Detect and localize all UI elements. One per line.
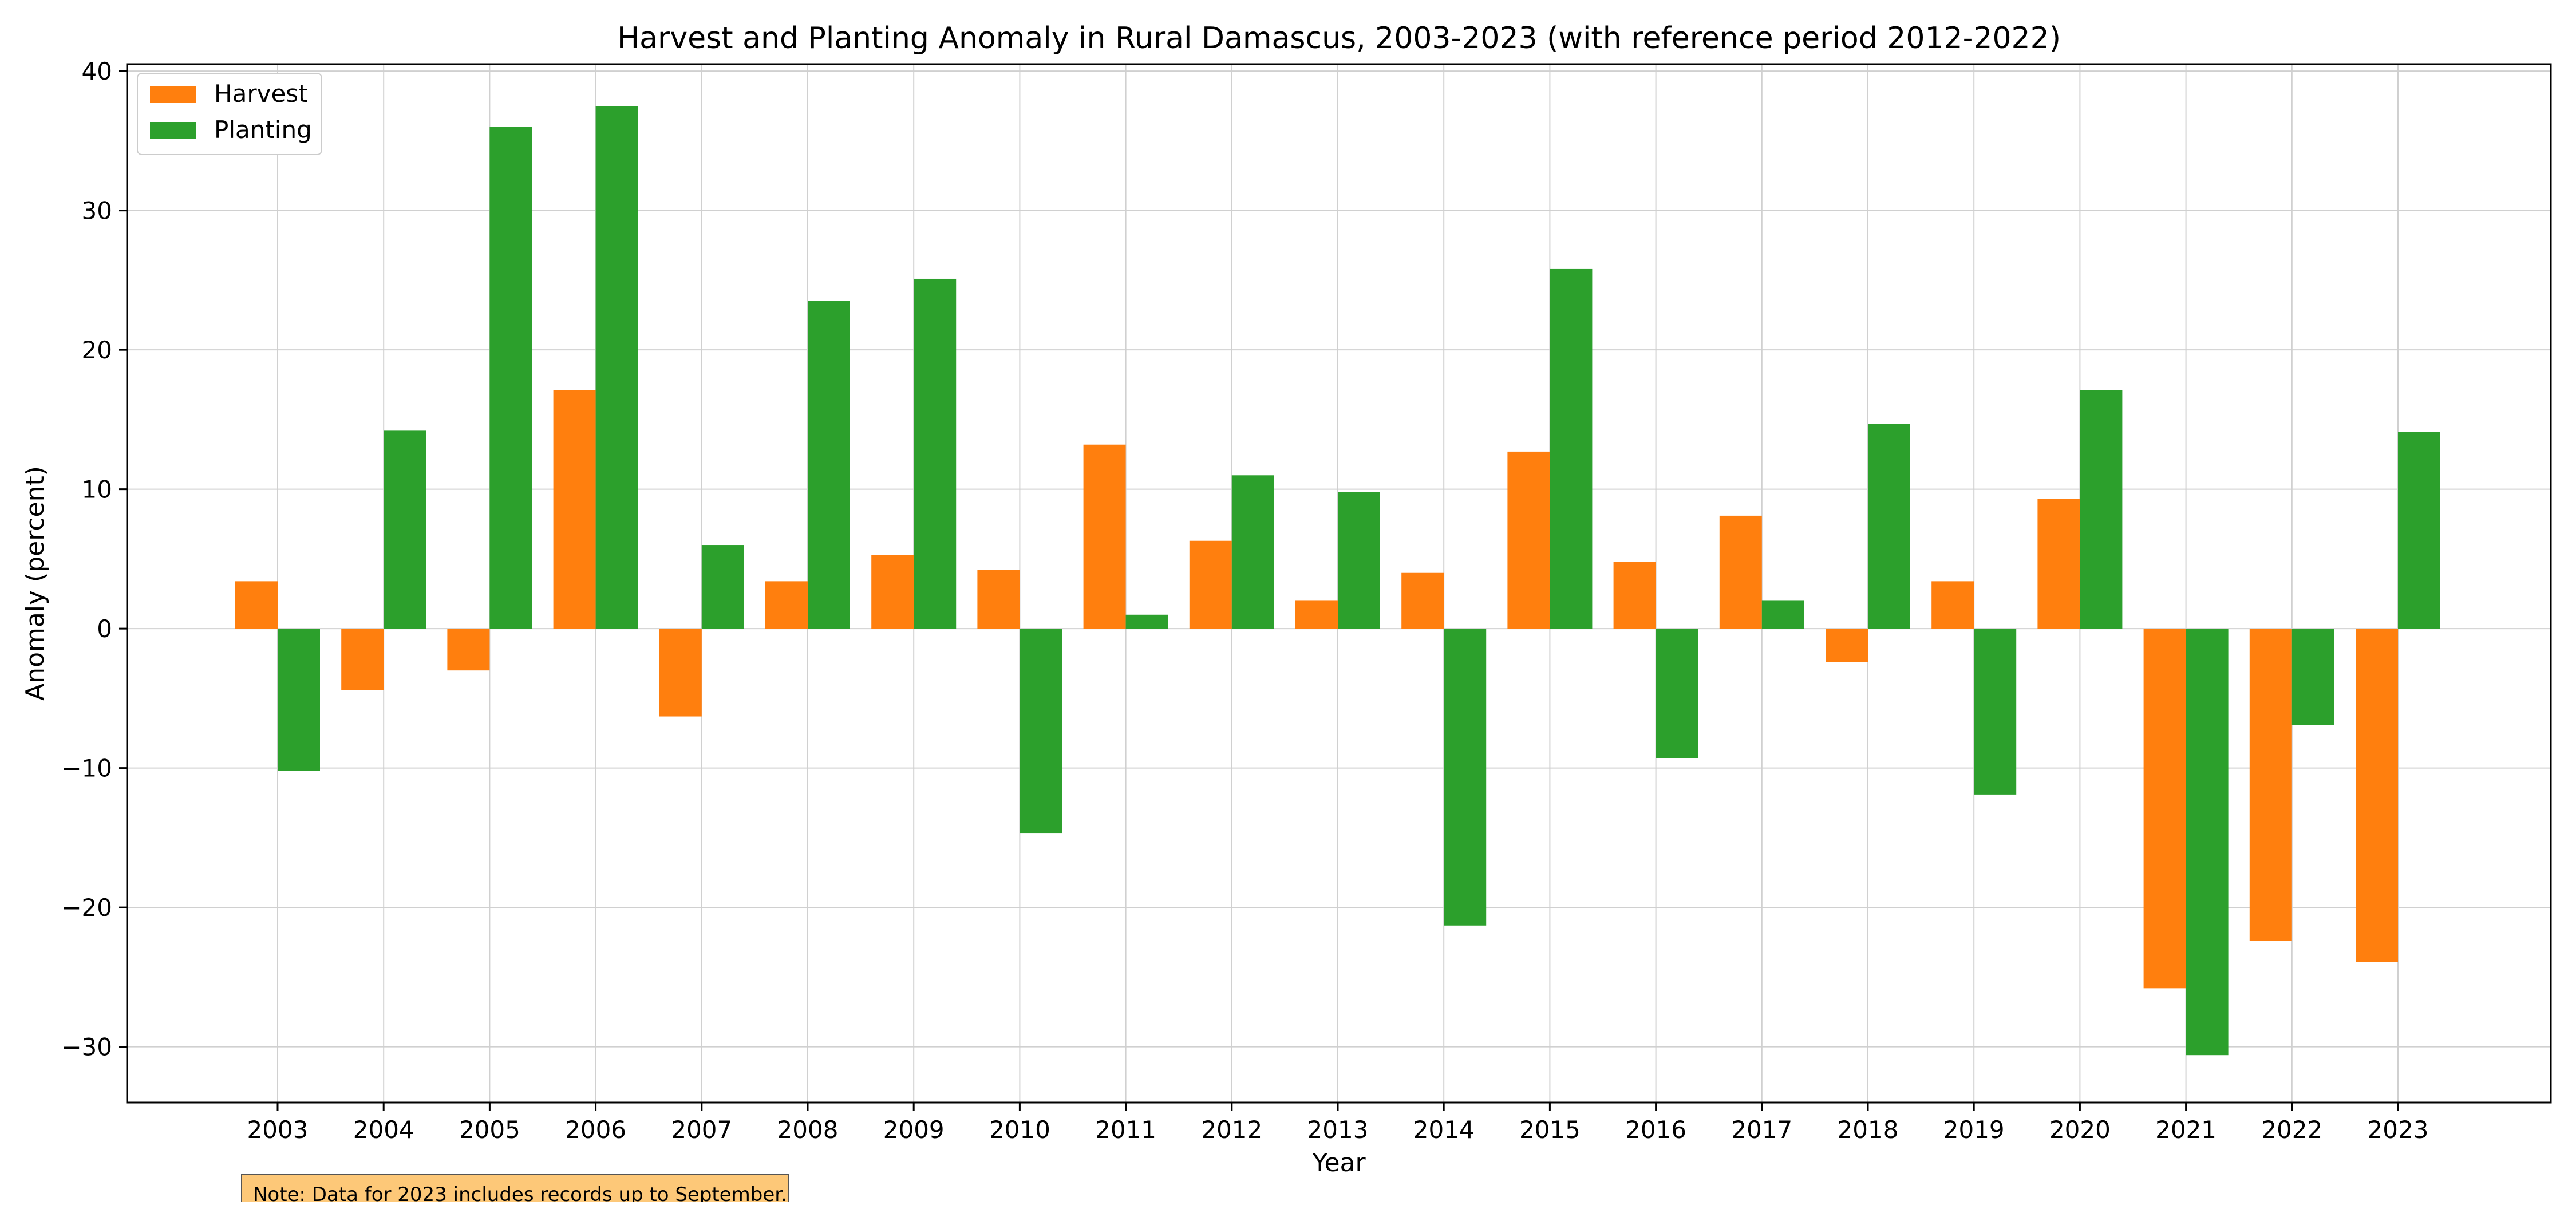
x-axis-label: Year	[1311, 1148, 1366, 1178]
bar-harvest-2015	[1507, 451, 1550, 629]
bar-harvest-2023	[2356, 629, 2398, 962]
x-tick-label: 2005	[459, 1116, 520, 1144]
x-tick-label: 2017	[1731, 1116, 1792, 1144]
bar-harvest-2007	[659, 629, 702, 717]
bar-harvest-2008	[765, 581, 808, 629]
bar-planting-2013	[1338, 492, 1380, 629]
y-tick-label: 40	[82, 57, 112, 85]
x-tick-label: 2022	[2261, 1116, 2322, 1144]
bar-planting-2005	[489, 127, 532, 629]
bar-harvest-2019	[1931, 581, 1974, 629]
bar-planting-2016	[1656, 629, 1698, 758]
bar-planting-2008	[808, 301, 850, 629]
bar-planting-2015	[1550, 268, 1593, 629]
x-tick-label: 2007	[671, 1116, 732, 1144]
bar-harvest-2021	[2143, 629, 2186, 989]
bar-harvest-2020	[2037, 499, 2080, 629]
y-tick-label: 30	[82, 197, 112, 225]
bar-harvest-2003	[235, 581, 278, 629]
bar-harvest-2004	[341, 629, 384, 690]
x-tick-label: 2015	[1519, 1116, 1581, 1144]
bar-planting-2018	[1868, 424, 1910, 629]
bar-planting-2009	[914, 278, 957, 629]
bar-planting-2020	[2080, 390, 2123, 629]
x-tick-label: 2013	[1307, 1116, 1369, 1144]
bar-harvest-2010	[977, 570, 1020, 629]
legend-swatch-planting	[150, 122, 196, 139]
x-tick-label: 2018	[1838, 1116, 1899, 1144]
y-tick-label: −30	[61, 1033, 112, 1061]
x-tick-label: 2003	[247, 1116, 309, 1144]
note-text: Note: Data for 2023 includes records up …	[253, 1183, 787, 1202]
bar-harvest-2017	[1719, 515, 1762, 629]
bars	[235, 106, 2440, 1056]
x-tick-label: 2008	[777, 1116, 839, 1144]
bar-planting-2011	[1125, 614, 1168, 629]
bar-harvest-2005	[447, 629, 490, 671]
bar-planting-2004	[384, 430, 426, 629]
bar-harvest-2014	[1401, 572, 1444, 629]
bar-planting-2023	[2398, 432, 2440, 629]
bar-planting-2022	[2291, 629, 2334, 725]
bar-planting-2003	[278, 629, 320, 771]
plot-frame	[126, 63, 2552, 1104]
chart-title: Harvest and Planting Anomaly in Rural Da…	[617, 21, 2061, 56]
bar-planting-2017	[1761, 600, 1804, 629]
bar-harvest-2012	[1189, 540, 1232, 629]
x-tick-label: 2020	[2049, 1116, 2111, 1144]
y-tick-label: −10	[61, 754, 112, 783]
axis-ticks: −30 −20 −10 0 10 20 30 40 2003 2004 2005 2006 2007 20…	[61, 57, 2428, 1144]
x-tick-label: 2011	[1095, 1116, 1156, 1144]
y-axis-label: Anomaly (percent)	[21, 466, 50, 701]
bar-harvest-2011	[1083, 444, 1126, 629]
bar-planting-2007	[701, 545, 744, 629]
y-tick-label: 0	[97, 615, 112, 643]
x-tick-label: 2014	[1413, 1116, 1475, 1144]
x-tick-label: 2021	[2155, 1116, 2217, 1144]
x-tick-label: 2023	[2368, 1116, 2429, 1144]
legend-label-harvest: Harvest	[214, 80, 308, 108]
y-tick-label: −20	[61, 894, 112, 922]
bar-planting-2006	[595, 106, 638, 629]
y-tick-label: 20	[82, 336, 112, 364]
bar-planting-2019	[1974, 629, 2017, 795]
x-tick-label: 2004	[353, 1116, 414, 1144]
y-tick-label: 10	[82, 476, 112, 504]
x-tick-label: 2006	[565, 1116, 626, 1144]
bar-planting-2014	[1444, 629, 1487, 926]
bar-planting-2010	[1020, 629, 1062, 834]
bar-planting-2012	[1231, 475, 1274, 629]
x-tick-label: 2009	[883, 1116, 945, 1144]
bar-harvest-2022	[2249, 629, 2292, 941]
x-tick-label: 2012	[1201, 1116, 1262, 1144]
x-tick-label: 2016	[1625, 1116, 1686, 1144]
note-background	[241, 1174, 789, 1205]
bar-planting-2021	[2186, 629, 2229, 1056]
x-tick-label: 2019	[1943, 1116, 2005, 1144]
legend-label-planting: Planting	[214, 116, 312, 144]
bar-harvest-2016	[1613, 562, 1656, 629]
bar-harvest-2018	[1826, 629, 1868, 662]
bar-harvest-2009	[871, 555, 914, 629]
legend-swatch-harvest	[150, 86, 196, 103]
note-box: Note: Data for 2023 includes records up …	[241, 1174, 789, 1205]
bar-harvest-2013	[1295, 600, 1338, 629]
x-tick-label: 2010	[989, 1116, 1050, 1144]
legend: Harvest Planting	[137, 73, 322, 155]
bar-harvest-2006	[553, 390, 596, 629]
